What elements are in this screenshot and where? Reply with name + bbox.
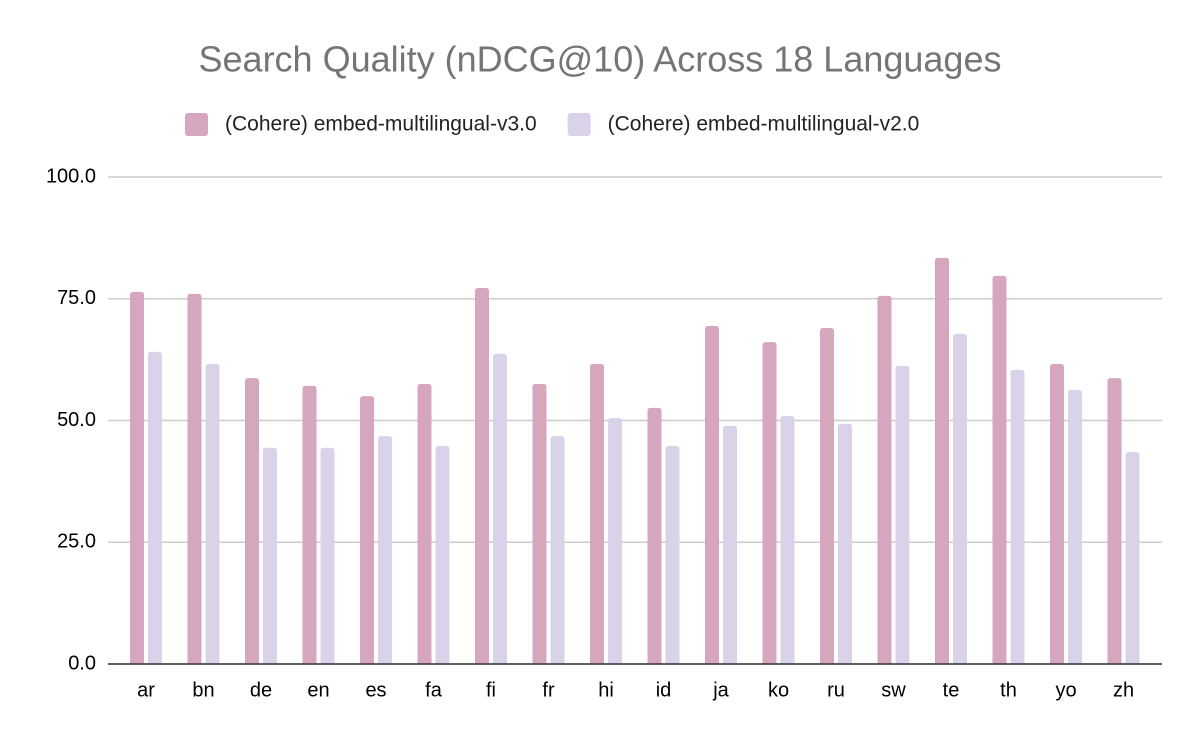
bar bbox=[378, 436, 392, 664]
bar bbox=[992, 275, 1007, 664]
bar bbox=[608, 418, 622, 664]
x-tick-label: fa bbox=[425, 679, 443, 701]
chart-title: Search Quality (nDCG@10) Across 18 Langu… bbox=[199, 39, 1002, 80]
bar bbox=[550, 436, 565, 664]
bar bbox=[1068, 389, 1082, 664]
x-tick-label: zh bbox=[1113, 679, 1134, 701]
legend-swatch bbox=[567, 113, 591, 136]
x-tick-label: ko bbox=[768, 679, 789, 701]
bar bbox=[532, 383, 547, 664]
y-tick-label: 50.0 bbox=[57, 409, 96, 431]
x-tick-label: fi bbox=[486, 679, 496, 701]
x-tick-label: en bbox=[307, 679, 329, 701]
bar bbox=[302, 385, 317, 664]
bar bbox=[245, 378, 259, 664]
x-tick-label: ja bbox=[712, 679, 729, 701]
bar bbox=[1010, 369, 1025, 664]
bar bbox=[263, 447, 277, 664]
bar bbox=[360, 396, 374, 664]
legend-label: (Cohere) embed-multilingual-v2.0 bbox=[608, 113, 920, 136]
x-tick-label: yo bbox=[1055, 679, 1076, 701]
x-tick-label: fr bbox=[542, 679, 555, 701]
bar bbox=[838, 423, 852, 664]
x-tick-label: id bbox=[656, 679, 672, 701]
bar bbox=[475, 288, 489, 664]
x-tick-label: ru bbox=[827, 679, 845, 701]
legend-label: (Cohere) embed-multilingual-v3.0 bbox=[225, 113, 537, 136]
y-tick-label: 75.0 bbox=[57, 287, 96, 309]
bar bbox=[780, 416, 795, 664]
bar bbox=[895, 365, 910, 664]
bar bbox=[877, 295, 892, 664]
bar bbox=[820, 327, 834, 664]
bar bbox=[953, 333, 967, 664]
x-tick-label: de bbox=[250, 679, 272, 701]
bar bbox=[493, 353, 507, 664]
bar bbox=[1050, 364, 1064, 664]
bar bbox=[705, 326, 719, 664]
bar bbox=[647, 407, 662, 664]
legend-swatch bbox=[185, 113, 208, 136]
x-tick-label: th bbox=[1000, 679, 1017, 701]
y-tick-label: 25.0 bbox=[57, 531, 96, 553]
bar bbox=[935, 257, 949, 664]
x-tick-label: es bbox=[365, 679, 386, 701]
y-tick-label: 100.0 bbox=[46, 165, 96, 187]
bar bbox=[417, 383, 432, 664]
bar bbox=[130, 291, 144, 664]
bar bbox=[762, 342, 777, 664]
x-tick-label: ar bbox=[137, 679, 155, 701]
bar bbox=[665, 445, 680, 664]
bar bbox=[148, 351, 162, 664]
bar bbox=[723, 425, 737, 664]
bar bbox=[435, 445, 450, 664]
x-tick-label: hi bbox=[598, 679, 614, 701]
bar bbox=[590, 364, 604, 664]
bar bbox=[187, 293, 202, 664]
bar bbox=[205, 364, 220, 664]
y-tick-label: 0.0 bbox=[68, 652, 96, 674]
bar bbox=[320, 447, 335, 664]
bar bbox=[1107, 378, 1122, 664]
bar bbox=[1125, 452, 1140, 664]
x-tick-label: sw bbox=[881, 679, 906, 701]
x-tick-label: te bbox=[943, 679, 960, 701]
x-tick-label: bn bbox=[192, 679, 214, 701]
